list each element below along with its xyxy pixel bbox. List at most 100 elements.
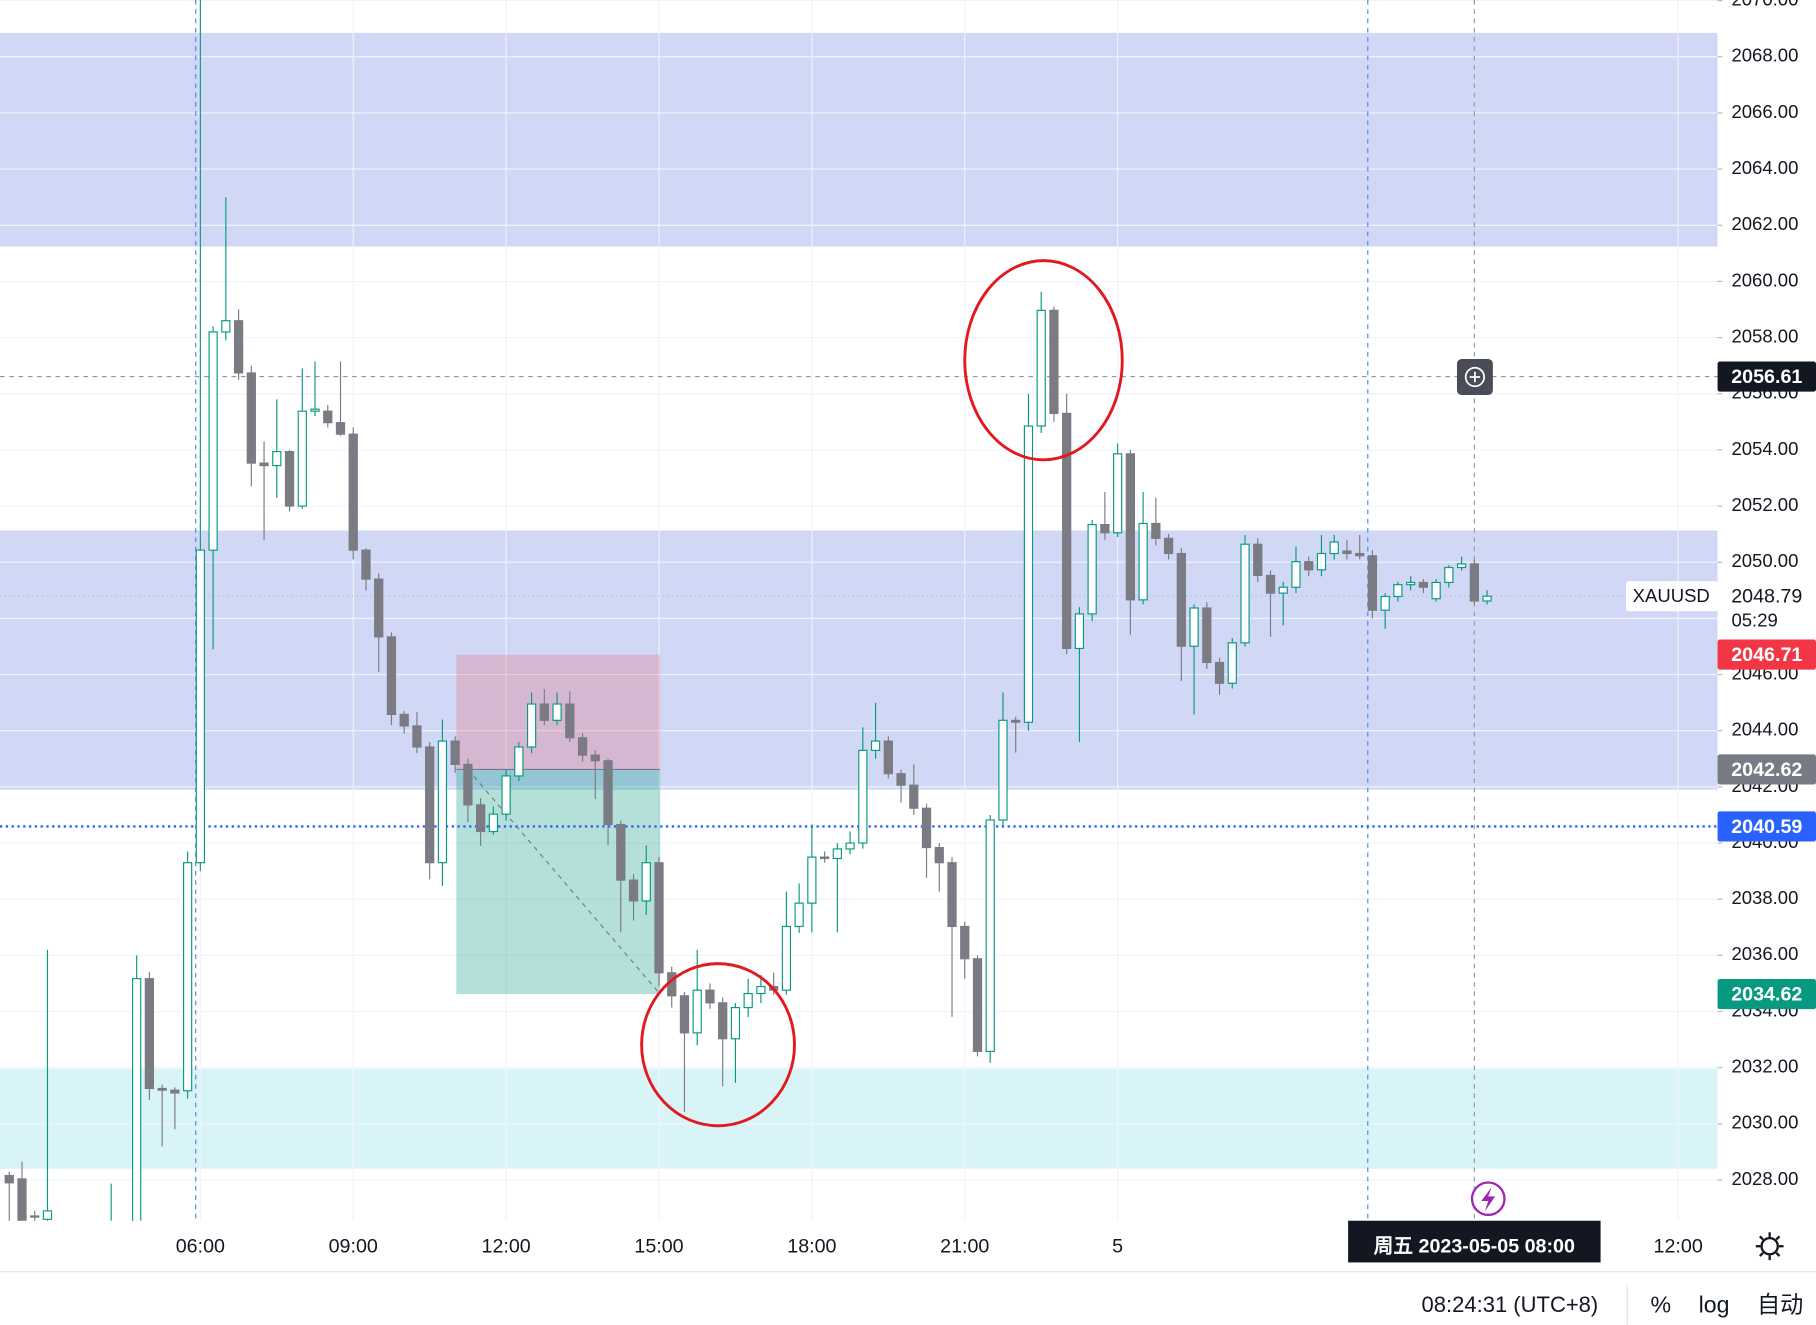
y-tick-label: 2054.00 (1731, 438, 1798, 459)
candle-body (399, 713, 409, 727)
candle-body (1278, 586, 1288, 594)
candle-body (1469, 563, 1479, 602)
candle-body (1482, 595, 1492, 602)
entry-price-tag-bg (1717, 754, 1816, 785)
candle-body (463, 763, 473, 806)
candle-body (819, 856, 830, 860)
settings-button[interactable] (1755, 1232, 1784, 1261)
candle-body (1265, 574, 1276, 594)
candle-body (1291, 561, 1301, 588)
candle-body (947, 862, 957, 928)
stop-price-tag: 2046.71 (1731, 644, 1802, 666)
candle-body (246, 372, 256, 464)
percent-button[interactable]: % (1651, 1292, 1672, 1318)
crosshair-price-tag: 2056.61 (1731, 366, 1802, 388)
position-path (467, 769, 661, 995)
candle-body (182, 862, 193, 1092)
candle-body (526, 703, 537, 748)
x-tick-label: 12:00 (1654, 1236, 1703, 1258)
candle-body (998, 719, 1008, 821)
countdown: 05:29 (1731, 610, 1777, 631)
candle-body (743, 992, 753, 1009)
position-target-zone (456, 769, 661, 995)
auto-button[interactable]: 自动 (1757, 1292, 1803, 1318)
crosshair-time: 周五 2023-05-05 08:00 (1374, 1236, 1575, 1258)
candle-body (1202, 607, 1212, 664)
candle-body (1049, 309, 1059, 414)
candle-body (1125, 453, 1135, 601)
y-tick-label: 2062.00 (1731, 213, 1798, 234)
x-tick-label: 15:00 (634, 1236, 683, 1258)
event-icon[interactable] (1470, 1181, 1506, 1217)
candle-body (832, 848, 842, 860)
candle-body (310, 408, 320, 412)
candle-body (845, 842, 855, 850)
x-tick-label: 06:00 (176, 1236, 225, 1258)
candle-body (297, 410, 307, 507)
candle-body (794, 902, 804, 928)
candle-body (807, 856, 817, 904)
y-tick-label: 2070.00 (1731, 0, 1798, 9)
candle-body (1240, 543, 1250, 644)
candle-body (1176, 552, 1186, 647)
candle-body (1431, 581, 1441, 600)
candle-body (1036, 309, 1046, 427)
y-tick-label: 2058.00 (1731, 325, 1798, 346)
candle-body (1393, 584, 1403, 598)
candle-body (1456, 563, 1467, 569)
candle-body (1444, 566, 1454, 584)
y-tick-label: 2052.00 (1731, 494, 1798, 515)
candle-body (323, 410, 333, 424)
candle-body (425, 746, 435, 864)
candle-body (1074, 613, 1085, 650)
candle-body (1189, 607, 1199, 647)
x-tick-label: 18:00 (787, 1236, 836, 1258)
candle-body (1342, 550, 1352, 555)
candle-body (42, 1210, 53, 1220)
y-tick-label: 2036.00 (1731, 943, 1798, 964)
candle-body (1304, 561, 1314, 571)
candle-body (374, 578, 384, 638)
candle-body (1367, 555, 1378, 611)
candle-body (1163, 537, 1174, 555)
candle-body (1023, 425, 1034, 723)
candle-body (437, 740, 448, 864)
target-price-tag-bg (1717, 979, 1816, 1010)
stop-price-tag-bg (1717, 639, 1816, 670)
crosshair-price-tag-bg (1717, 361, 1816, 392)
candle-body (692, 989, 702, 1034)
zone (0, 530, 1718, 790)
y-tick-label: 2032.00 (1731, 1056, 1798, 1077)
candle-body (144, 978, 155, 1090)
candle-body (858, 749, 868, 844)
candle-body (1227, 642, 1237, 684)
candle-body (1087, 524, 1097, 615)
candle-body (960, 925, 970, 960)
y-tick-label: 2060.00 (1731, 269, 1798, 290)
candle-body (259, 462, 269, 467)
y-tick-label: 2064.00 (1731, 157, 1798, 178)
candle-body (335, 422, 346, 435)
candle-body (921, 807, 932, 849)
candle-body (654, 862, 664, 974)
candle-body (1112, 453, 1123, 534)
candle-body (412, 725, 422, 748)
clock: 08:24:31 (UTC+8) (1422, 1292, 1599, 1317)
candle-body (628, 879, 639, 902)
candle-body (488, 813, 499, 833)
candle-body (1151, 522, 1161, 539)
candle-body (17, 1178, 27, 1221)
crosshair-button[interactable] (1456, 359, 1493, 395)
grid (0, 0, 1718, 1221)
candle-body (208, 331, 218, 551)
log-button[interactable]: log (1699, 1292, 1730, 1318)
y-tick-label: 2050.00 (1731, 550, 1798, 571)
candle-body (539, 703, 549, 721)
candle-body (679, 995, 690, 1034)
candle-body (565, 703, 575, 739)
candle-body (170, 1089, 180, 1094)
y-tick-label: 2044.00 (1731, 719, 1798, 740)
symbol-tag: XAUUSD (1633, 585, 1710, 606)
y-tick-label: 2030.00 (1731, 1112, 1798, 1133)
